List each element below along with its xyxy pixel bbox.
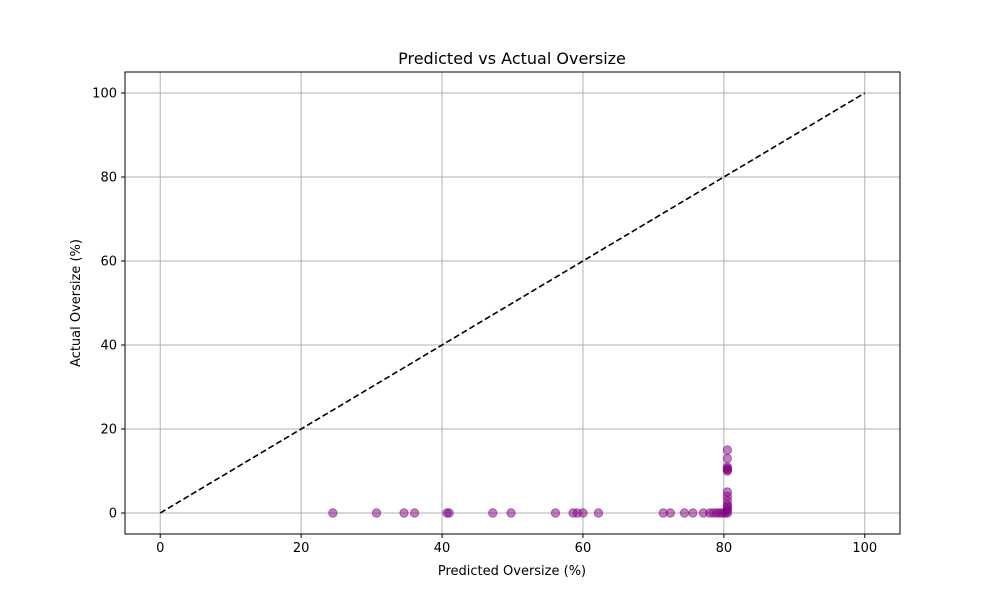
x-tick-label: 0	[156, 541, 164, 556]
reference-line	[159, 92, 866, 514]
y-tick-label: 0	[109, 507, 117, 522]
axis-ticks: 0 20 40 60 80 100 0 20 40 60 80 100	[92, 87, 877, 557]
y-tick-label: 20	[100, 423, 117, 438]
data-point	[665, 508, 676, 518]
data-point	[578, 508, 588, 518]
data-point	[722, 487, 733, 497]
data-points	[328, 445, 733, 518]
data-point	[679, 508, 690, 518]
data-point	[409, 508, 420, 518]
plot-area-frame	[124, 71, 901, 535]
reference-line-layer	[159, 92, 866, 514]
data-point	[444, 508, 454, 518]
grid-lines	[125, 72, 900, 534]
chart-title: Predicted vs Actual Oversize	[398, 49, 626, 68]
x-tick-label: 20	[293, 541, 310, 556]
data-point	[488, 508, 498, 518]
x-axis-label: Predicted Oversize (%)	[438, 564, 586, 579]
data-point	[722, 462, 733, 472]
data-point	[688, 508, 698, 518]
data-point	[371, 508, 382, 518]
data-point	[550, 508, 561, 518]
y-tick-label: 100	[92, 87, 117, 102]
data-point	[722, 445, 733, 455]
data-point	[399, 508, 409, 518]
x-tick-label: 40	[434, 541, 451, 556]
y-tick-label: 60	[100, 255, 117, 270]
data-point	[506, 508, 516, 518]
data-point	[593, 508, 604, 518]
y-tick-label: 40	[100, 339, 117, 354]
x-tick-label: 100	[852, 541, 877, 556]
data-point	[328, 508, 338, 518]
y-tick-label: 80	[100, 171, 117, 186]
x-tick-label: 80	[716, 541, 733, 556]
x-tick-label: 60	[575, 541, 592, 556]
data-point	[722, 453, 733, 464]
y-axis-label: Actual Oversize (%)	[69, 239, 84, 367]
